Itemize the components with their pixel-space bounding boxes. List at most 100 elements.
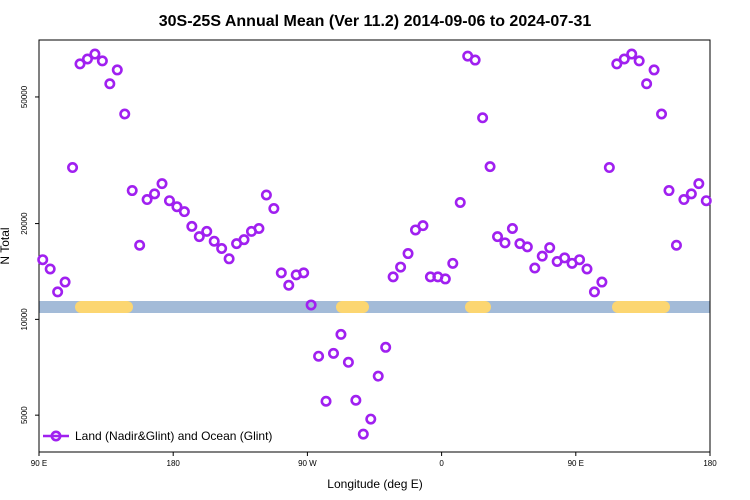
data-point (447, 257, 459, 269)
x-tick-label: 0 (439, 459, 444, 468)
x-tick-label: 180 (167, 459, 181, 468)
data-point (178, 206, 190, 218)
y-tick-label: 20000 (20, 212, 29, 235)
data-point (559, 252, 571, 264)
data-point (260, 189, 272, 201)
data-point (342, 356, 354, 368)
chart-title: 30S-25S Annual Mean (Ver 11.2) 2014-09-0… (159, 13, 592, 30)
data-point (492, 231, 504, 243)
data-point (59, 276, 71, 288)
data-point (335, 328, 347, 340)
data-point (663, 185, 675, 197)
data-point (395, 261, 407, 273)
data-point (283, 279, 295, 291)
data-point (633, 55, 645, 67)
surface-band (39, 301, 710, 313)
data-point (126, 185, 138, 197)
data-point (544, 242, 556, 254)
data-point (268, 203, 280, 215)
data-point (469, 54, 481, 66)
data-point (477, 112, 489, 124)
data-point (439, 273, 451, 285)
data-point (193, 231, 205, 243)
data-point (574, 254, 586, 266)
data-point (499, 237, 511, 249)
data-point (402, 248, 414, 260)
data-point (581, 263, 593, 275)
data-point (44, 263, 56, 275)
data-point (350, 394, 362, 406)
data-point (327, 347, 339, 359)
data-point (186, 220, 198, 232)
data-point (506, 223, 518, 235)
data-point (201, 225, 213, 237)
land-band (75, 301, 133, 313)
land-band (465, 301, 491, 313)
data-point (357, 428, 369, 440)
data-point (238, 234, 250, 246)
data-point (656, 108, 668, 120)
data-point (693, 178, 705, 190)
data-point (320, 395, 332, 407)
x-axis-label: Longitude (deg E) (327, 477, 422, 491)
data-point (670, 239, 682, 251)
data-point (417, 220, 429, 232)
data-point (134, 239, 146, 251)
data-point (387, 271, 399, 283)
data-point (536, 250, 548, 262)
data-point (67, 162, 79, 174)
x-tick-label: 90 W (298, 459, 317, 468)
data-point (156, 178, 168, 190)
data-point (81, 53, 93, 65)
plot-frame (38, 39, 711, 453)
data-point (298, 267, 310, 279)
data-point (626, 48, 638, 60)
legend-marker (50, 430, 62, 442)
data-point (141, 194, 153, 206)
data-point (596, 276, 608, 288)
y-tick-label: 10000 (20, 308, 29, 331)
data-point (208, 235, 220, 247)
data-point (685, 188, 697, 200)
x-tick-label: 180 (703, 459, 717, 468)
data-point (119, 108, 131, 120)
land-band (612, 301, 670, 313)
x-tick-label: 90 E (568, 459, 584, 468)
data-point (529, 262, 541, 274)
y-axis-label: N Total (0, 227, 12, 264)
data-point (216, 242, 228, 254)
data-point (163, 195, 175, 207)
land-band (336, 301, 369, 313)
data-point (454, 196, 466, 208)
data-point (171, 201, 183, 213)
data-point (380, 341, 392, 353)
data-point (149, 188, 161, 200)
data-point (313, 350, 325, 362)
data-point (603, 162, 615, 174)
data-point (588, 286, 600, 298)
data-point (223, 253, 235, 265)
data-point (641, 78, 653, 90)
data-point (648, 64, 660, 76)
data-point (52, 286, 64, 298)
data-point (611, 58, 623, 70)
data-point (111, 64, 123, 76)
y-tick-label: 50000 (20, 85, 29, 108)
data-point (275, 267, 287, 279)
data-point (74, 58, 86, 70)
data-point (104, 78, 116, 90)
data-point (96, 55, 108, 67)
x-tick-label: 90 E (31, 459, 47, 468)
legend-label: Land (Nadir&Glint) and Ocean (Glint) (75, 429, 272, 443)
data-point (521, 241, 533, 253)
data-point (365, 413, 377, 425)
data-point (89, 48, 101, 60)
data-point (618, 53, 630, 65)
data-point (37, 254, 49, 266)
data-point (700, 195, 712, 207)
data-point (253, 223, 265, 235)
data-point (305, 299, 317, 311)
data-point (678, 194, 690, 206)
y-tick-label: 5000 (20, 406, 29, 424)
